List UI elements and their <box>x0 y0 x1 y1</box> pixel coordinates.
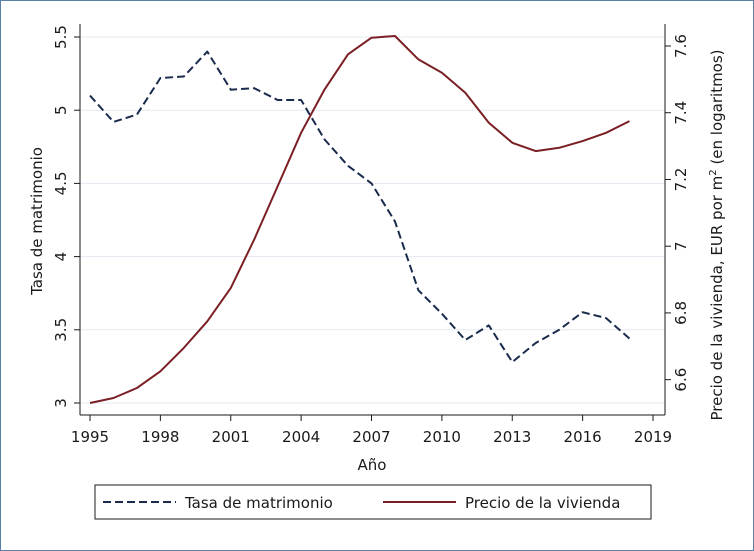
series-group <box>89 35 631 404</box>
y-left-axis-title: Tasa de matrimonio <box>28 147 46 296</box>
legend: Tasa de matrimonio Precio de la vivienda <box>94 484 652 520</box>
y-right-tick-label-7.4: 7.4 <box>672 101 690 125</box>
y-right-tick-label-7.6: 7.6 <box>672 34 690 58</box>
legend-label-precio: Precio de la vivienda <box>465 494 620 512</box>
x-tick-label-2007: 2007 <box>352 428 390 446</box>
y-left-tick-label-4: 4 <box>52 252 70 262</box>
y-right-axis-title: Precio de la vivienda, EUR por m2 (en lo… <box>708 49 726 420</box>
grid-lines <box>80 36 665 404</box>
x-tick-label-1998: 1998 <box>141 428 179 446</box>
x-tick-label-1995: 1995 <box>71 428 109 446</box>
y-right-tick-label-6.6: 6.6 <box>672 368 690 392</box>
y-right-title-end: (en logaritmos) <box>708 49 726 169</box>
y-right-title-main: Precio de la vivienda, EUR por m <box>708 176 726 421</box>
y-right-tick-label-6.8: 6.8 <box>672 301 690 325</box>
y-left-tick-label-3.5: 3.5 <box>52 318 70 342</box>
x-tick-label-2013: 2013 <box>493 428 531 446</box>
x-tick-label-2019: 2019 <box>634 428 672 446</box>
y-left-tick-label-5.5: 5.5 <box>52 25 70 49</box>
series-line-tasa <box>89 50 631 363</box>
x-tick-label-2010: 2010 <box>423 428 461 446</box>
tick-group: 1995 1998 2001 2004 2007 2010 2013 2016 2019 3 3.5… <box>52 25 690 446</box>
x-axis-title: Año <box>358 456 387 474</box>
legend-box <box>94 484 652 520</box>
legend-label-tasa: Tasa de matrimonio <box>184 494 333 512</box>
x-tick-label-2004: 2004 <box>282 428 320 446</box>
y-right-title-sup: 2 <box>708 169 719 175</box>
y-right-tick-label-7: 7 <box>672 241 690 251</box>
axes <box>79 24 666 416</box>
x-tick-label-2001: 2001 <box>212 428 250 446</box>
x-tick-label-2016: 2016 <box>564 428 602 446</box>
y-right-tick-label-7.2: 7.2 <box>672 168 690 192</box>
y-left-tick-label-3: 3 <box>52 398 70 408</box>
y-left-tick-label-4.5: 4.5 <box>52 171 70 195</box>
y-left-tick-label-5: 5 <box>52 105 70 115</box>
series-line-precio <box>89 35 630 404</box>
